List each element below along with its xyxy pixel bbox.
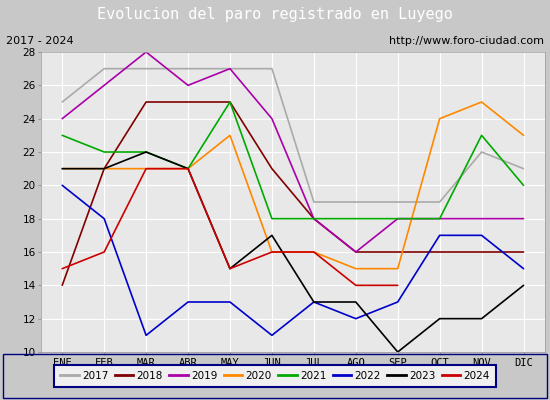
Text: 2017 - 2024: 2017 - 2024 [6,36,73,46]
Text: Evolucion del paro registrado en Luyego: Evolucion del paro registrado en Luyego [97,8,453,22]
Legend: 2017, 2018, 2019, 2020, 2021, 2022, 2023, 2024: 2017, 2018, 2019, 2020, 2021, 2022, 2023… [54,365,496,387]
Text: http://www.foro-ciudad.com: http://www.foro-ciudad.com [389,36,544,46]
